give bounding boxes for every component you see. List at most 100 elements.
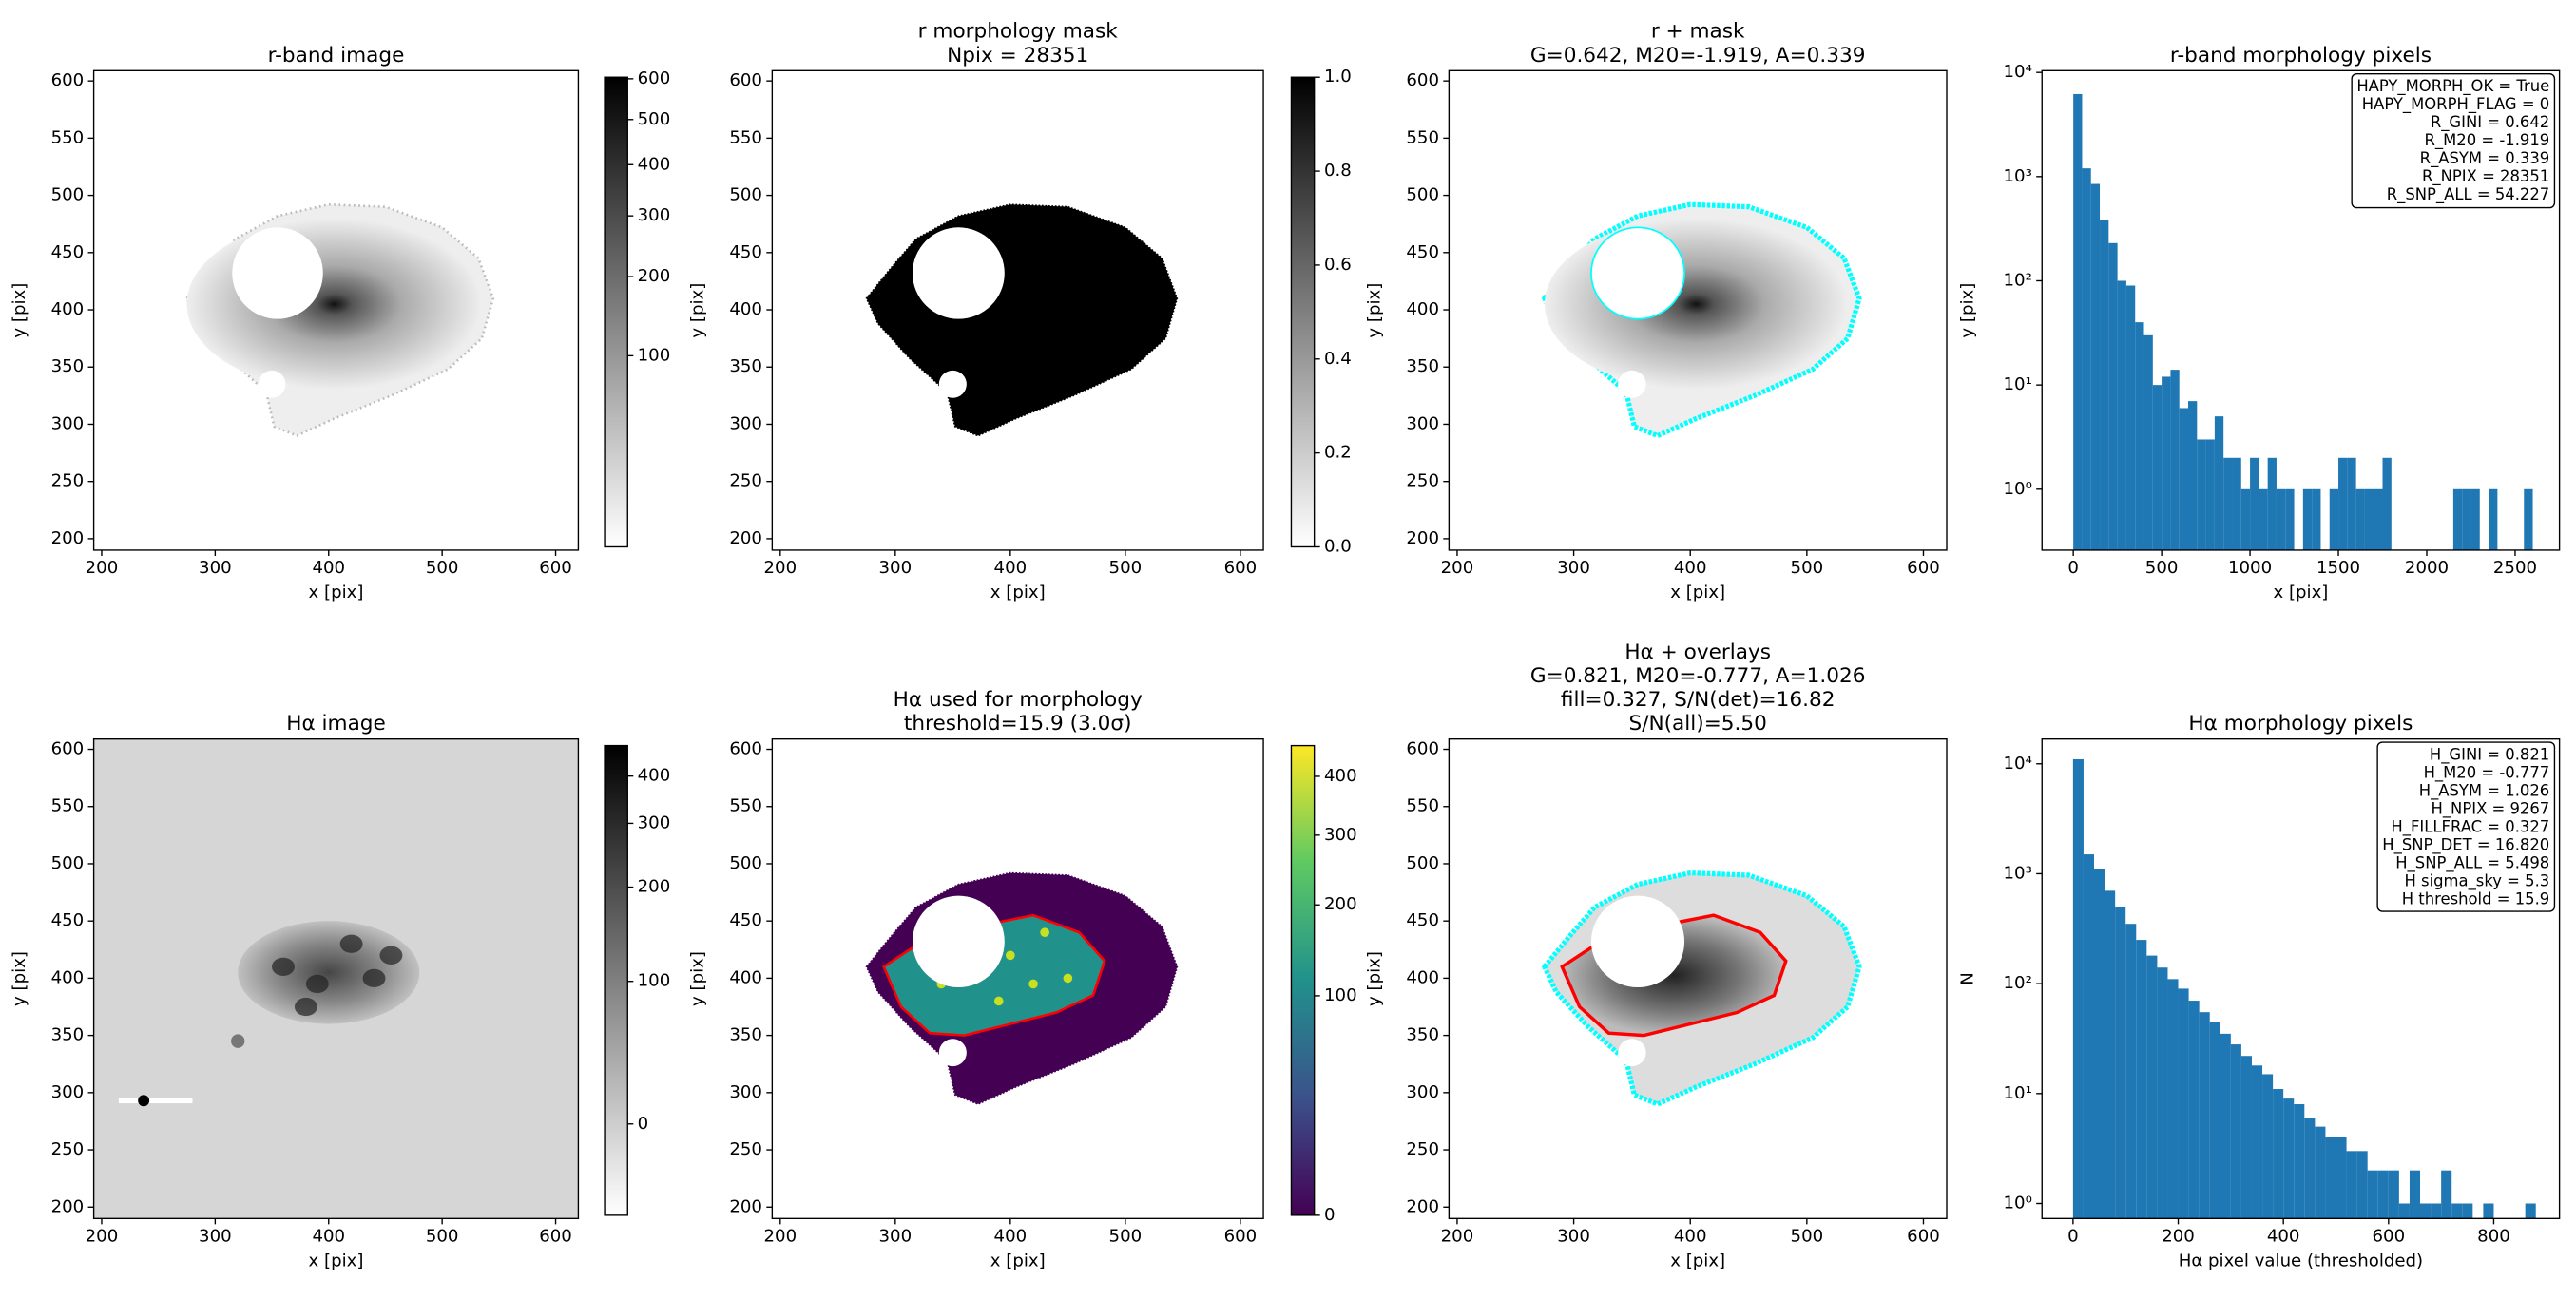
image-blob (1618, 370, 1646, 398)
histogram-bar (2094, 869, 2105, 1219)
y-tick-label: 10¹ (2004, 1083, 2032, 1103)
x-tick-label: 600 (1224, 558, 1258, 578)
annotation-line: R_GINI = 0.642 (2431, 113, 2549, 132)
y-tick-label: 450 (729, 910, 762, 930)
y-tick-label: 350 (729, 356, 762, 376)
colorbar (1290, 76, 1316, 548)
histogram-bar (2214, 416, 2224, 550)
x-tick-label: 200 (86, 558, 119, 578)
y-tick-label: 250 (729, 471, 762, 491)
plot-area (2073, 93, 2533, 550)
colorbar-tick-label: 300 (1324, 825, 1357, 845)
x-tick-label: 200 (764, 1226, 798, 1246)
histogram-bar (2199, 1012, 2210, 1219)
histogram-bar (2105, 890, 2116, 1219)
y-axis-label: y [pix] (1365, 951, 1385, 1006)
histogram-bar (2364, 488, 2374, 550)
x-axis-label: x [pix] (990, 583, 1046, 602)
histogram-bar (2388, 1170, 2399, 1219)
y-tick-label: 350 (51, 1025, 85, 1045)
x-tick-label: 600 (2373, 1226, 2406, 1246)
colorbar-tick-label: 0.4 (1324, 349, 1352, 369)
colorbar-tick-label: 0 (1324, 1205, 1336, 1225)
y-tick-label: 600 (729, 70, 762, 90)
colorbar-tick-label: 200 (638, 877, 671, 897)
x-axis-label: x [pix] (1670, 1251, 1725, 1270)
y-tick-label: 300 (1406, 413, 1439, 433)
histogram-bar (2431, 1203, 2442, 1219)
y-tick-label: 300 (729, 413, 762, 433)
histogram-bar (2073, 93, 2083, 550)
annotation-line: H_FILLFRAC = 0.327 (2391, 818, 2549, 837)
axes-frame (2041, 737, 2561, 1220)
histogram-bar (2483, 1203, 2494, 1219)
colorbar-tick-label: 1.0 (1324, 67, 1352, 86)
colorbar-tick-label: 0.8 (1324, 161, 1352, 181)
y-tick-label: 250 (1406, 471, 1439, 491)
y-tick-label: 500 (51, 185, 85, 205)
y-tick-label: 550 (51, 127, 85, 147)
y-axis-label: N (1957, 972, 1977, 985)
colorbar (604, 76, 628, 548)
histogram-bar (2267, 457, 2277, 550)
image-blob (258, 370, 286, 398)
mask-region (865, 203, 1179, 437)
annotation-box (2351, 72, 2556, 209)
y-tick-label: 450 (1406, 910, 1439, 930)
annotation-line: H_GINI = 0.821 (2430, 745, 2549, 764)
y-tick-label: 550 (1406, 796, 1439, 816)
plot-area (1541, 869, 1862, 1107)
image-blob (294, 997, 317, 1017)
y-axis-label: y [pix] (10, 283, 29, 338)
image-blob (1028, 979, 1038, 989)
y-tick-label: 300 (51, 1082, 85, 1102)
y-tick-label: 500 (51, 853, 85, 873)
image-blob (305, 974, 329, 994)
y-tick-label: 10⁴ (2004, 62, 2032, 82)
histogram-bar (2346, 1151, 2357, 1219)
x-tick-label: 500 (1109, 558, 1143, 578)
x-tick-label: 800 (2477, 1226, 2510, 1246)
panel-title: fill=0.327, S/N(det)=16.82 (1561, 688, 1836, 712)
image-blob (938, 1039, 967, 1067)
histogram-bar (2090, 183, 2101, 550)
x-tick-label: 200 (1441, 558, 1474, 578)
y-tick-label: 350 (51, 356, 85, 376)
x-tick-label: 200 (764, 558, 798, 578)
annotation-line: H_SNP_DET = 16.820 (2382, 836, 2549, 855)
y-tick-label: 450 (1406, 242, 1439, 262)
image-blob (339, 934, 363, 953)
panel-title: G=0.821, M20=-0.777, A=1.026 (1530, 664, 1866, 688)
histogram-bar (2356, 1151, 2368, 1219)
annotation-line: HAPY_MORPH_FLAG = 0 (2362, 95, 2549, 114)
image-blob (186, 218, 482, 391)
image-blob (1590, 895, 1685, 988)
colorbar-tick-label: 0.0 (1324, 536, 1352, 556)
plot-area (185, 202, 495, 437)
annotation-line: H_M20 = -0.777 (2424, 763, 2550, 782)
x-tick-label: 600 (539, 1226, 572, 1246)
x-tick-label: 400 (994, 1226, 1028, 1246)
image-blob (1006, 950, 1015, 961)
histogram-bar (2188, 1001, 2200, 1219)
y-axis-label: y [pix] (688, 283, 708, 338)
y-tick-label: 400 (729, 967, 762, 987)
y-tick-label: 350 (1406, 356, 1439, 376)
y-tick-label: 400 (729, 299, 762, 319)
x-tick-label: 300 (199, 558, 232, 578)
annotation-line: H_SNP_ALL = 5.498 (2395, 854, 2549, 873)
y-tick-label: 350 (1406, 1025, 1439, 1045)
histogram-bar (2162, 376, 2171, 550)
histogram-bar (2470, 488, 2480, 550)
histogram-bar (2377, 1170, 2389, 1219)
histogram-bar (2374, 488, 2383, 550)
x-tick-label: 600 (1907, 1226, 1940, 1246)
y-tick-label: 450 (729, 242, 762, 262)
histogram-bar (2083, 854, 2095, 1219)
histogram-bar (2315, 1126, 2326, 1219)
histogram-bar (2082, 168, 2091, 550)
image-blob (912, 227, 1005, 319)
histogram-bar (2125, 924, 2137, 1219)
